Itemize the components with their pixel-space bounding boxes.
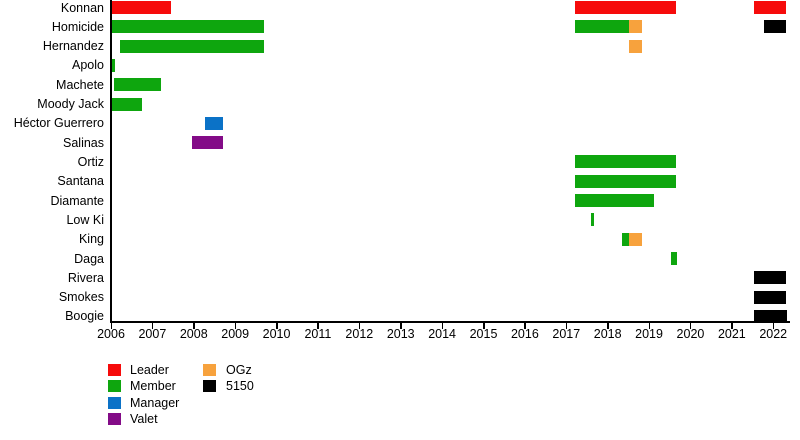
row-label: Low Ki [66,212,104,227]
axis-tick [731,323,733,329]
axis-tick-label: 2020 [676,327,705,341]
legend-swatch-manager [108,396,121,409]
row-label: Homicide [51,19,104,34]
legend-swatch-member [108,380,121,393]
axis-tick [648,323,651,329]
axis-tick-label: 2010 [262,327,291,341]
timeline-bar-segment [764,20,787,34]
axis-tick-label: 2009 [221,327,250,341]
timeline-bar-segment [111,58,116,72]
axis-tick-label: 2006 [97,327,125,341]
axis-tick-label: 2017 [552,327,581,341]
legend-label: OGz [226,363,252,377]
axis-tick [234,323,237,329]
legend-swatch-ogz [203,364,216,376]
timeline-bar-segment [629,232,642,246]
legend-label: Leader [130,363,169,377]
axis-tick [358,323,361,329]
axis-tick-label: 2018 [593,327,622,341]
axis-tick [193,323,195,329]
row-label: Boogie [65,309,104,324]
axis-tick-label: 2008 [179,327,208,341]
axis-tick [565,323,568,329]
row-label: Héctor Guerrero [13,116,104,131]
row-label: Rivera [67,270,104,285]
row-label: Hernandez [42,39,104,54]
legend-label: Manager [130,395,180,410]
axis-tick [441,323,444,329]
axis-tick [689,323,692,329]
row-label: Smokes [58,290,104,305]
row-label: Ortiz [77,154,104,169]
row-label: Salinas [63,135,104,150]
row-label: Diamante [50,193,105,208]
timeline-bar-segment [621,232,630,246]
row-label: Apolo [72,58,104,73]
axis-tick [151,323,154,329]
axis-tick-label: 2021 [717,327,746,341]
timeline-bar-segment [574,1,677,14]
timeline-bar-segment [753,290,787,304]
timeline-bar-segment [628,39,642,53]
timeline-bar-segment [204,116,224,130]
row-label: King [78,232,104,247]
axis-tick-label: 2016 [510,327,539,341]
timeline-bar-segment [111,20,265,34]
axis-tick-label: 2015 [469,327,498,341]
timeline-bar-segment [574,174,677,188]
axis-tick [772,323,775,329]
row-label: Moody Jack [37,97,104,112]
axis-tick-label: 2022 [759,327,788,341]
axis-tick-label: 2012 [345,327,374,341]
timeline-bar-segment [574,20,629,34]
row-label: Santana [57,174,104,189]
legend-label: Valet [130,412,158,427]
timeline-bar-segment [111,1,171,14]
timeline-bar-segment [574,155,677,169]
timeline-bar-segment [111,97,143,111]
timeline-bar-segment [753,309,787,323]
timeline-bar-segment [671,252,677,266]
axis-tick-label: 2013 [386,327,415,341]
axis-tick-label: 2014 [428,327,457,341]
axis-tick-label: 2019 [635,327,663,341]
legend-swatch-5150 [203,380,216,393]
row-label: Konnan [60,0,104,15]
timeline-bar-segment [113,78,162,92]
timeline-bar-segment [753,271,787,285]
row-label: Daga [74,251,104,266]
timeline-bar-segment [192,136,223,150]
timeline-bar-segment [574,194,655,208]
x-axis-line [110,321,790,323]
legend-swatch-leader [108,364,121,376]
axis-tick [607,323,609,329]
timeline-bar-segment [590,213,594,227]
timeline-bar-segment [120,39,264,53]
axis-tick [317,323,319,329]
axis-tick-label: 2011 [304,327,332,341]
axis-tick [524,323,526,329]
y-axis-line [110,0,112,323]
timeline-bar-segment [628,20,642,34]
legend-label: 5150 [226,379,254,394]
axis-tick [483,323,485,329]
row-label: Machete [56,77,104,92]
axis-tick [400,323,402,329]
axis-tick [276,323,278,329]
legend-swatch-valet [108,413,121,426]
axis-tick-label: 2007 [138,327,167,341]
legend-label: Member [130,379,176,394]
timeline-bar-segment [753,1,787,14]
axis-tick [110,323,112,329]
